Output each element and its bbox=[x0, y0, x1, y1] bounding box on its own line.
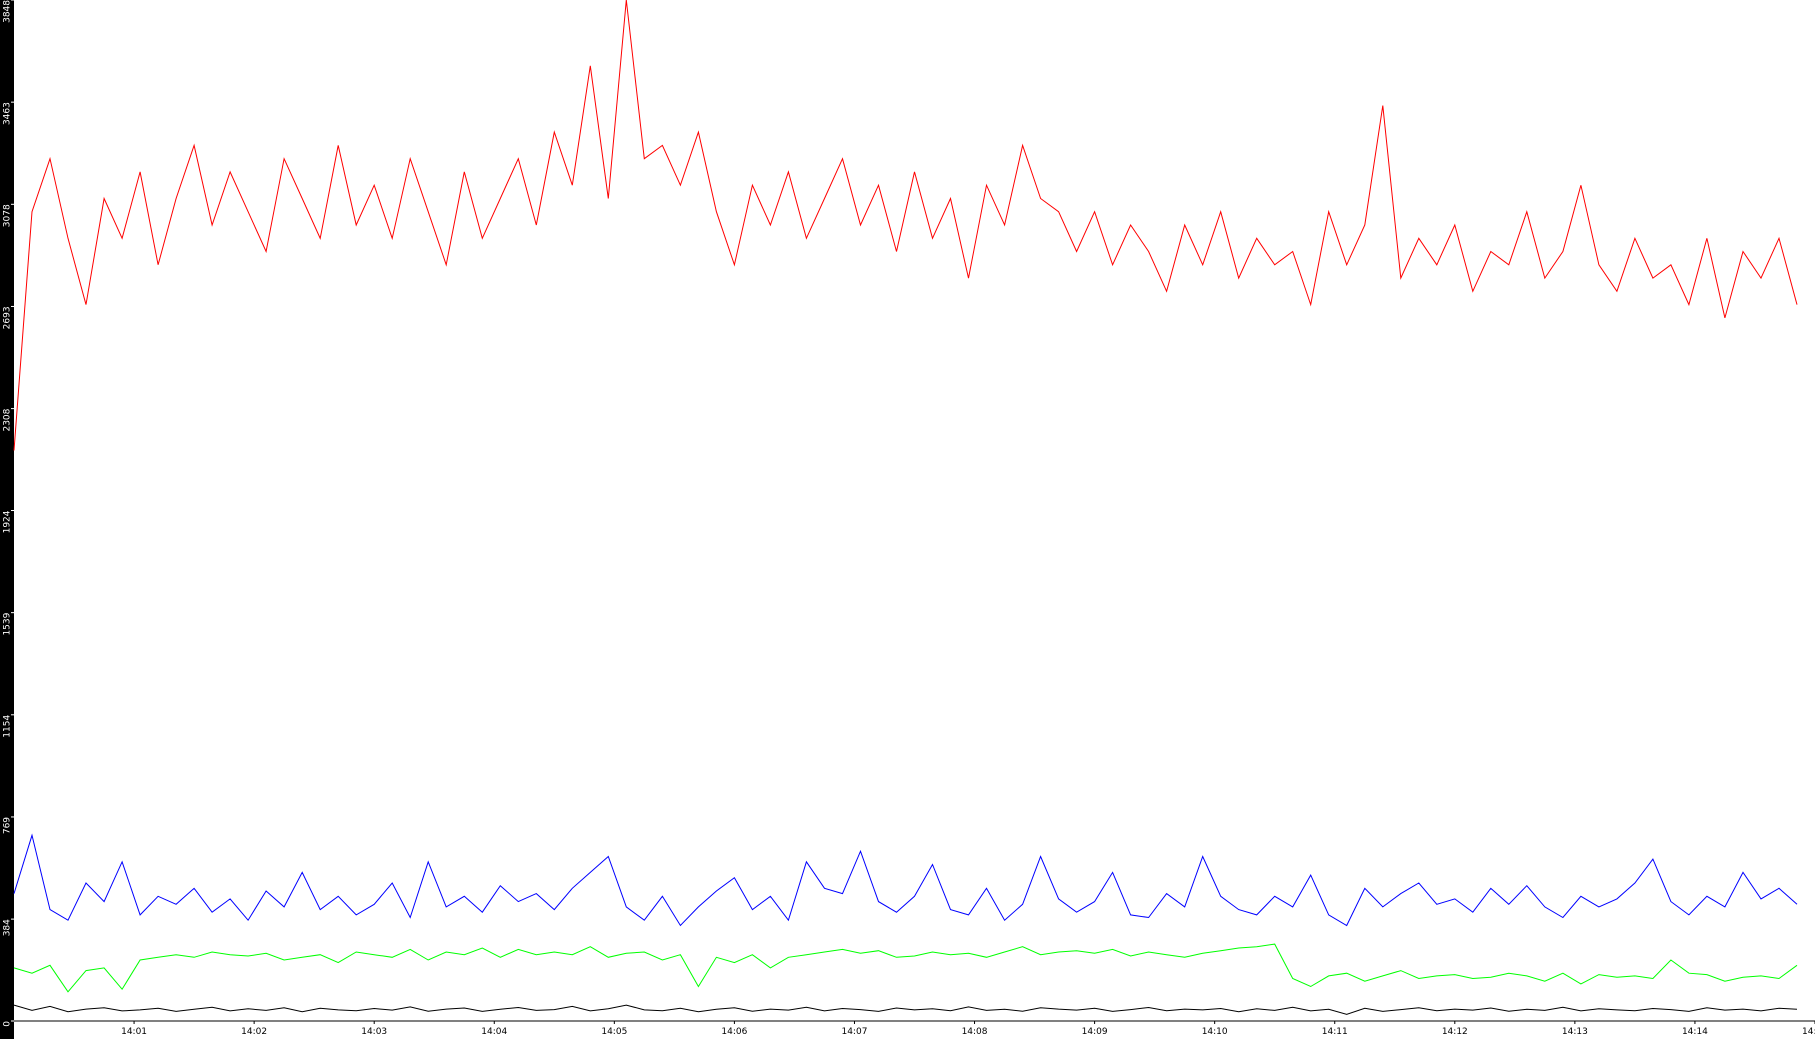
x-tick-label: 14:01 bbox=[121, 1027, 147, 1037]
series-line bbox=[13, 943, 1798, 993]
x-tick-label: 14:04 bbox=[481, 1027, 507, 1037]
x-tick-label: 14:14 bbox=[1682, 1027, 1708, 1037]
x-tick-label: 14:13 bbox=[1562, 1027, 1588, 1037]
x-tick-label: 14:03 bbox=[361, 1027, 387, 1037]
y-tick-label: 0 bbox=[3, 1021, 13, 1027]
x-tick-label: 14:09 bbox=[1082, 1027, 1108, 1037]
x-tick-label: 14:10 bbox=[1202, 1027, 1228, 1037]
y-tick-label: 1154 bbox=[3, 715, 13, 738]
x-tick-label: 14:11 bbox=[1322, 1027, 1348, 1037]
y-tick-label: 1539 bbox=[3, 612, 13, 635]
series-line bbox=[13, 1004, 1798, 1015]
y-tick-label: 384 bbox=[3, 919, 13, 936]
y-tick-label: 3078 bbox=[3, 204, 13, 227]
y-tick-label: 3848 bbox=[3, 0, 13, 23]
y-tick-label: 769 bbox=[3, 817, 13, 834]
y-tick-label: 3463 bbox=[3, 102, 13, 125]
x-tick-label: 14:02 bbox=[241, 1027, 267, 1037]
y-axis-strip bbox=[0, 0, 14, 1039]
y-tick-label: 2308 bbox=[3, 408, 13, 431]
series-line bbox=[13, 833, 1798, 927]
y-tick-label: 1924 bbox=[3, 510, 13, 533]
x-tick-label: 14:08 bbox=[962, 1027, 988, 1037]
x-tick-label: 14:15 bbox=[1802, 1027, 1815, 1037]
x-tick-label: 14:05 bbox=[601, 1027, 627, 1037]
x-tick-label: 14:07 bbox=[841, 1027, 867, 1037]
y-tick-label: 2693 bbox=[3, 306, 13, 329]
x-tick-label: 14:06 bbox=[721, 1027, 747, 1037]
series-line bbox=[13, 0, 1798, 451]
x-tick-label: 14:12 bbox=[1442, 1027, 1468, 1037]
